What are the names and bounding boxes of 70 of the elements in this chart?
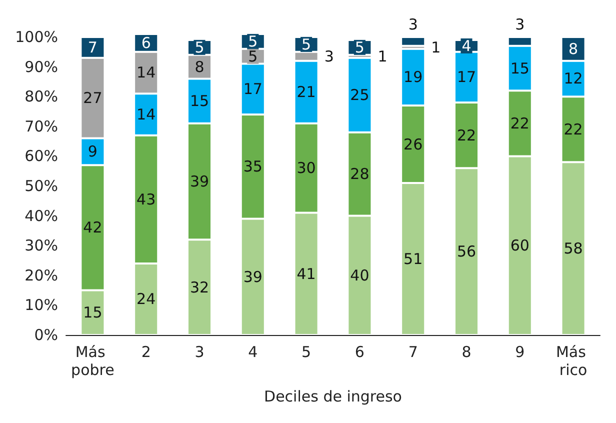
bar: [401, 36, 426, 46]
data-label: 1: [378, 47, 388, 66]
y-tick-label: 0%: [34, 326, 58, 344]
data-label: 21: [296, 83, 316, 102]
x-tick-label: 5: [302, 343, 312, 361]
data-label: 35: [243, 158, 262, 176]
data-label: 17: [456, 68, 476, 86]
data-label: 14: [136, 105, 156, 124]
data-label: 30: [296, 159, 316, 178]
x-tick-label: 2: [141, 343, 151, 361]
y-tick-label: 70%: [24, 117, 58, 136]
data-label: 4: [462, 36, 472, 55]
data-label: 41: [296, 264, 316, 283]
data-label: 24: [136, 290, 156, 308]
data-label: 3: [408, 15, 418, 34]
data-label: 8: [194, 58, 204, 76]
x-tick-label: 8: [462, 343, 472, 361]
x-tick-label: Más pobre: [71, 343, 114, 379]
x-tick-label: 7: [408, 343, 418, 361]
y-tick-label: 90%: [24, 58, 58, 76]
y-tick-label: 100%: [15, 28, 58, 46]
data-label: 8: [568, 40, 578, 58]
data-label: 58: [564, 240, 583, 258]
y-tick-label: 40%: [24, 206, 58, 225]
x-tick-label: Más rico: [556, 343, 591, 379]
y-tick-label: 30%: [24, 236, 58, 255]
data-label: 5: [354, 38, 364, 56]
data-label: 15: [83, 304, 102, 322]
x-tick-label: 3: [194, 343, 204, 361]
y-tick-label: 60%: [24, 147, 58, 166]
data-label: 22: [510, 114, 530, 132]
data-label: 43: [136, 190, 156, 208]
data-label: 5: [302, 35, 312, 54]
data-label: 40: [350, 266, 370, 284]
data-label: 17: [243, 80, 262, 98]
data-label: 60: [510, 236, 530, 255]
data-label: 28: [350, 165, 370, 184]
data-label: 56: [456, 242, 476, 261]
data-label: 5: [194, 38, 204, 56]
data-label: 9: [88, 142, 98, 161]
data-label: 7: [88, 38, 98, 56]
data-label: 6: [141, 34, 151, 52]
data-label: 12: [564, 70, 583, 88]
data-label: 1: [431, 38, 441, 56]
data-label: 27: [83, 89, 102, 108]
x-tick-label: 6: [354, 343, 364, 361]
data-label: 32: [190, 278, 210, 296]
data-label: 3: [515, 15, 525, 34]
data-label: 42: [83, 218, 102, 237]
y-tick-label: 20%: [24, 266, 58, 284]
data-label: 15: [510, 59, 530, 78]
data-label: 5: [248, 47, 258, 66]
x-tick-label: 4: [248, 343, 258, 361]
x-tick-label: 9: [515, 343, 525, 361]
y-tick-label: 10%: [24, 296, 58, 314]
data-label: 14: [136, 64, 156, 82]
data-label: 15: [190, 92, 210, 110]
data-label: 39: [190, 172, 210, 191]
data-label: 19: [404, 68, 423, 86]
y-tick-label: 50%: [24, 176, 58, 195]
x-axis-title: Deciles de ingreso: [264, 388, 402, 406]
data-label: 22: [564, 120, 583, 138]
data-label: 51: [404, 250, 423, 268]
data-label: 25: [350, 86, 370, 104]
data-label: 26: [404, 135, 423, 154]
data-label: 3: [324, 47, 334, 66]
data-label: 39: [243, 268, 262, 286]
data-label: 22: [456, 126, 476, 144]
data-label: 5: [248, 32, 258, 50]
y-tick-label: 80%: [24, 88, 58, 106]
